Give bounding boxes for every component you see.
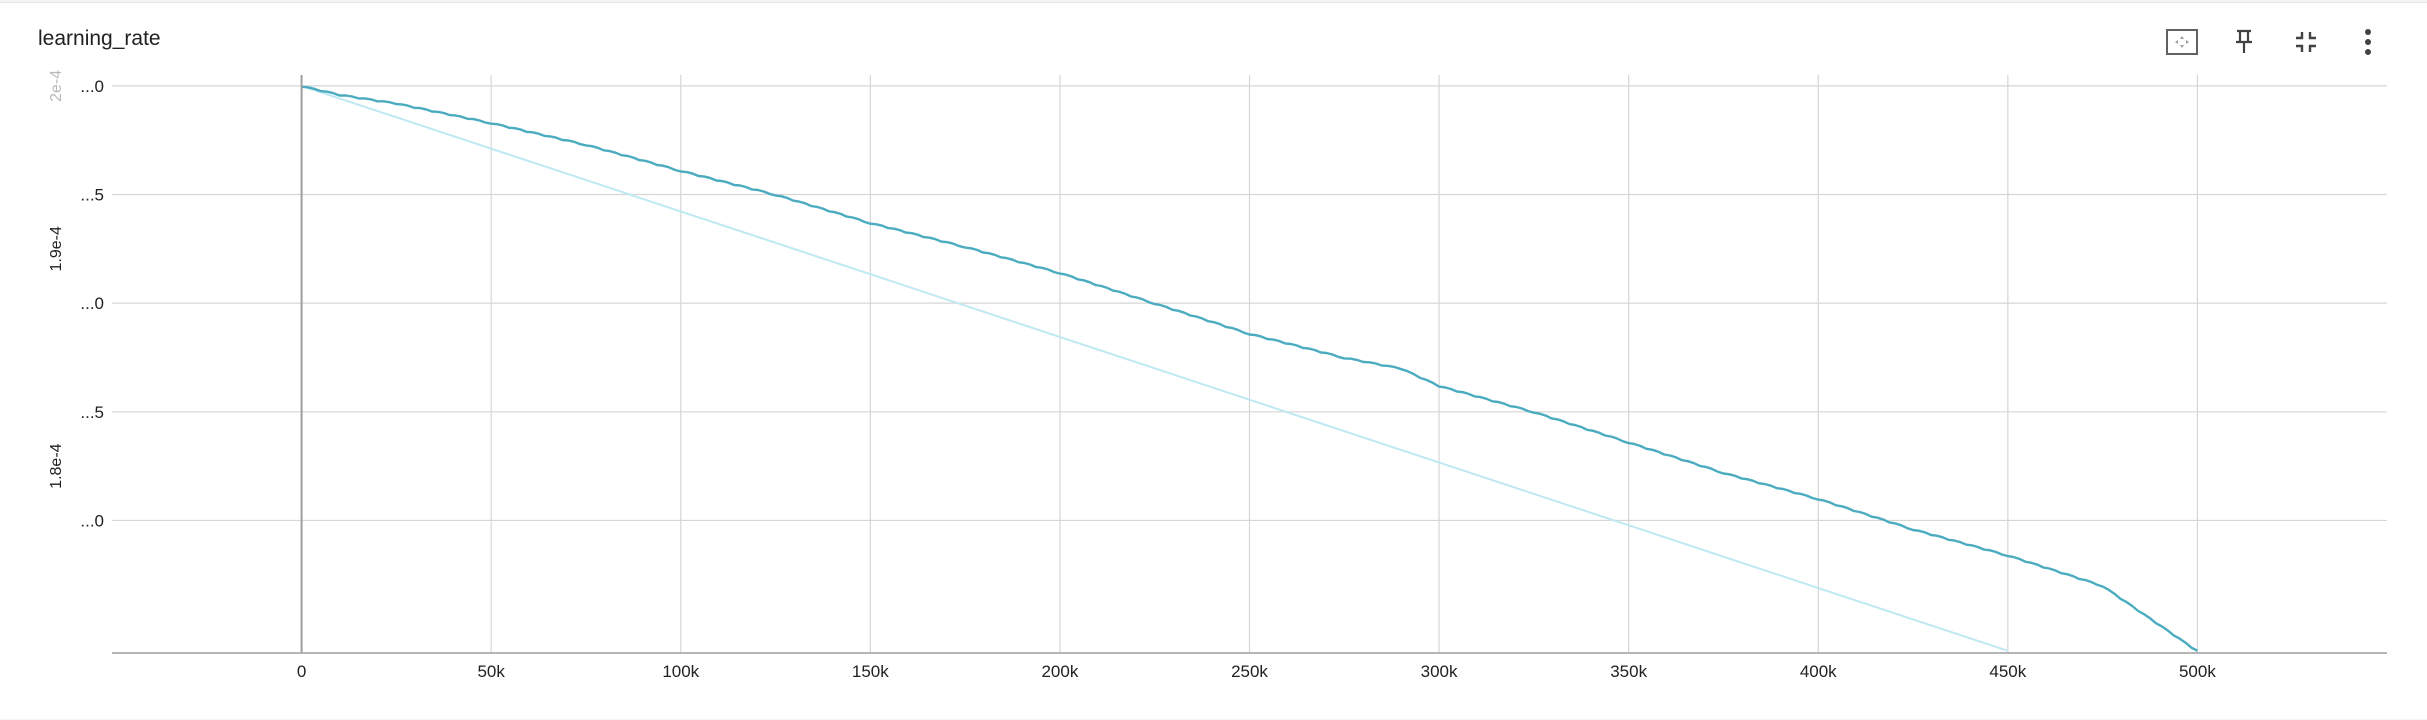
x-tick-label: 50k: [477, 662, 505, 681]
x-tick-label: 500k: [2179, 662, 2216, 681]
axis-layer: 0 50k 100k 150k 200k 250k 300k 350k 400k 450k 500k…: [48, 70, 2387, 681]
smoothed-series-line: [301, 85, 2198, 652]
x-tick-label: 0: [297, 662, 306, 681]
y-major-label: 1.8e-4: [48, 443, 65, 488]
x-tick-label: 150k: [852, 662, 889, 681]
grid-layer: [112, 75, 2387, 653]
series-layer: [301, 84, 2198, 652]
x-tick-label: 300k: [1421, 662, 1458, 681]
x-tick-label: 450k: [1989, 662, 2026, 681]
y-tick-label: ...0: [80, 294, 104, 313]
y-tick-label: ...0: [80, 511, 104, 530]
x-tick-label: 200k: [1041, 662, 1078, 681]
y-major-label: 1.9e-4: [48, 226, 65, 271]
more-vert-icon: [2365, 29, 2371, 55]
card-toolbar: [2163, 23, 2387, 61]
fit-domain-icon: [2166, 29, 2198, 55]
y-major-label: 2e-4: [48, 70, 65, 102]
x-tick-label: 100k: [662, 662, 699, 681]
fit-domain-button[interactable]: [2163, 23, 2201, 61]
line-chart[interactable]: 0 50k 100k 150k 200k 250k 300k 350k 400k 450k 500k…: [0, 3, 2427, 720]
more-options-button[interactable]: [2349, 23, 2387, 61]
y-tick-label: ...5: [80, 186, 104, 205]
pin-icon: [2236, 29, 2252, 53]
raw-series-line: [301, 84, 2009, 652]
x-tick-label: 250k: [1231, 662, 1268, 681]
y-tick-label: ...5: [80, 403, 104, 422]
x-tick-label: 400k: [1800, 662, 1837, 681]
pin-button[interactable]: [2225, 23, 2263, 61]
x-tick-label: 350k: [1610, 662, 1647, 681]
card-title: learning_rate: [38, 27, 161, 50]
collapse-button[interactable]: [2287, 23, 2325, 61]
y-tick-label: ...0: [80, 77, 104, 96]
collapse-icon: [2296, 32, 2316, 52]
